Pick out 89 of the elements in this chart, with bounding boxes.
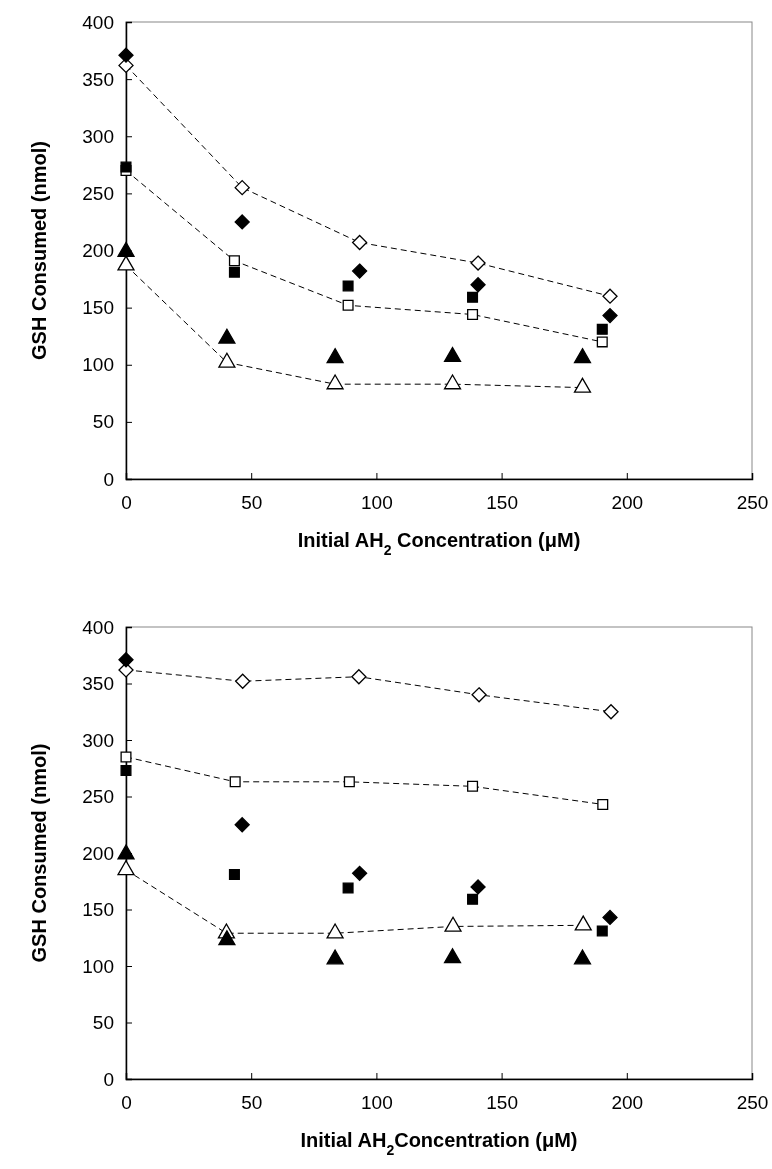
x-axis-title: Initial AH$_{2}$ Concentration (μM) [297, 529, 581, 558]
point [326, 348, 344, 364]
point [467, 780, 479, 792]
point [596, 925, 608, 937]
point [118, 47, 134, 63]
point [573, 348, 592, 364]
point [602, 909, 618, 926]
point [218, 352, 236, 368]
point [342, 280, 354, 292]
point [574, 915, 592, 931]
point [602, 307, 618, 324]
point [351, 263, 368, 279]
point [120, 751, 132, 763]
point [218, 328, 236, 344]
y-tick-label: 0 [103, 468, 114, 490]
point [596, 323, 608, 335]
point [117, 255, 135, 271]
y-tick-label: 400 [82, 616, 114, 638]
x-tick-label: 100 [361, 492, 393, 513]
y-axis-title: GSH Consumed (nmol) [28, 141, 50, 360]
point [351, 669, 367, 685]
point [117, 860, 135, 876]
x-tick-label: 50 [241, 492, 263, 513]
point [470, 255, 486, 271]
point [351, 865, 368, 881]
point [326, 923, 344, 939]
point [234, 214, 250, 230]
point [229, 776, 241, 788]
point [326, 374, 344, 390]
x-tick-label: 0 [121, 1092, 132, 1113]
y-tick-label: 200 [82, 240, 114, 262]
x-tick-label: 0 [121, 492, 132, 513]
point [471, 687, 487, 703]
y-tick-label: 250 [82, 786, 114, 808]
point [603, 704, 619, 720]
point [467, 308, 479, 320]
x-axis-title: Initial AH$_{2}$Concentration (μM) [300, 1129, 578, 1158]
point [117, 844, 135, 860]
point [342, 299, 354, 311]
point [597, 798, 609, 810]
y-tick-label: 350 [82, 68, 114, 90]
y-tick-label: 200 [82, 842, 114, 864]
point [596, 336, 608, 348]
point [326, 949, 344, 965]
point [118, 652, 134, 668]
point [602, 288, 618, 304]
point [120, 161, 132, 173]
y-tick-label: 400 [82, 11, 114, 33]
y-tick-label: 250 [82, 182, 114, 204]
y-tick-label: 300 [82, 729, 114, 751]
point [234, 180, 250, 196]
x-tick-label: 100 [361, 1092, 393, 1113]
y-tick-label: 100 [82, 354, 114, 376]
x-tick-label: 150 [486, 1092, 518, 1113]
point [228, 868, 240, 880]
point [467, 291, 479, 303]
point [218, 930, 236, 946]
point [235, 673, 251, 689]
y-tick-label: 350 [82, 673, 114, 695]
point [234, 817, 250, 833]
point [120, 764, 132, 777]
x-tick-label: 200 [611, 1092, 644, 1113]
y-tick-label: 50 [92, 1012, 114, 1034]
x-tick-label: 200 [611, 492, 644, 513]
point [343, 776, 355, 788]
point [467, 893, 479, 905]
point [228, 255, 240, 267]
point [444, 916, 462, 932]
point [573, 949, 592, 965]
y-tick-label: 150 [82, 899, 114, 921]
point [443, 346, 462, 362]
point [470, 277, 486, 293]
point [228, 266, 240, 278]
point [351, 234, 368, 251]
y-axis-title: GSH Consumed (nmol) [28, 743, 50, 963]
y-tick-label: 300 [82, 125, 114, 147]
y-tick-label: 150 [82, 297, 114, 319]
point [443, 374, 462, 390]
y-tick-label: 50 [92, 411, 114, 433]
x-tick-label: 50 [241, 1092, 263, 1113]
point [573, 377, 592, 393]
x-tick-label: 250 [736, 492, 769, 513]
y-tick-label: 100 [82, 955, 114, 977]
point [443, 948, 462, 964]
x-tick-label: 250 [736, 1092, 769, 1113]
point [342, 882, 354, 894]
y-tick-label: 0 [103, 1068, 114, 1090]
point [470, 879, 486, 895]
x-tick-label: 150 [486, 492, 518, 513]
